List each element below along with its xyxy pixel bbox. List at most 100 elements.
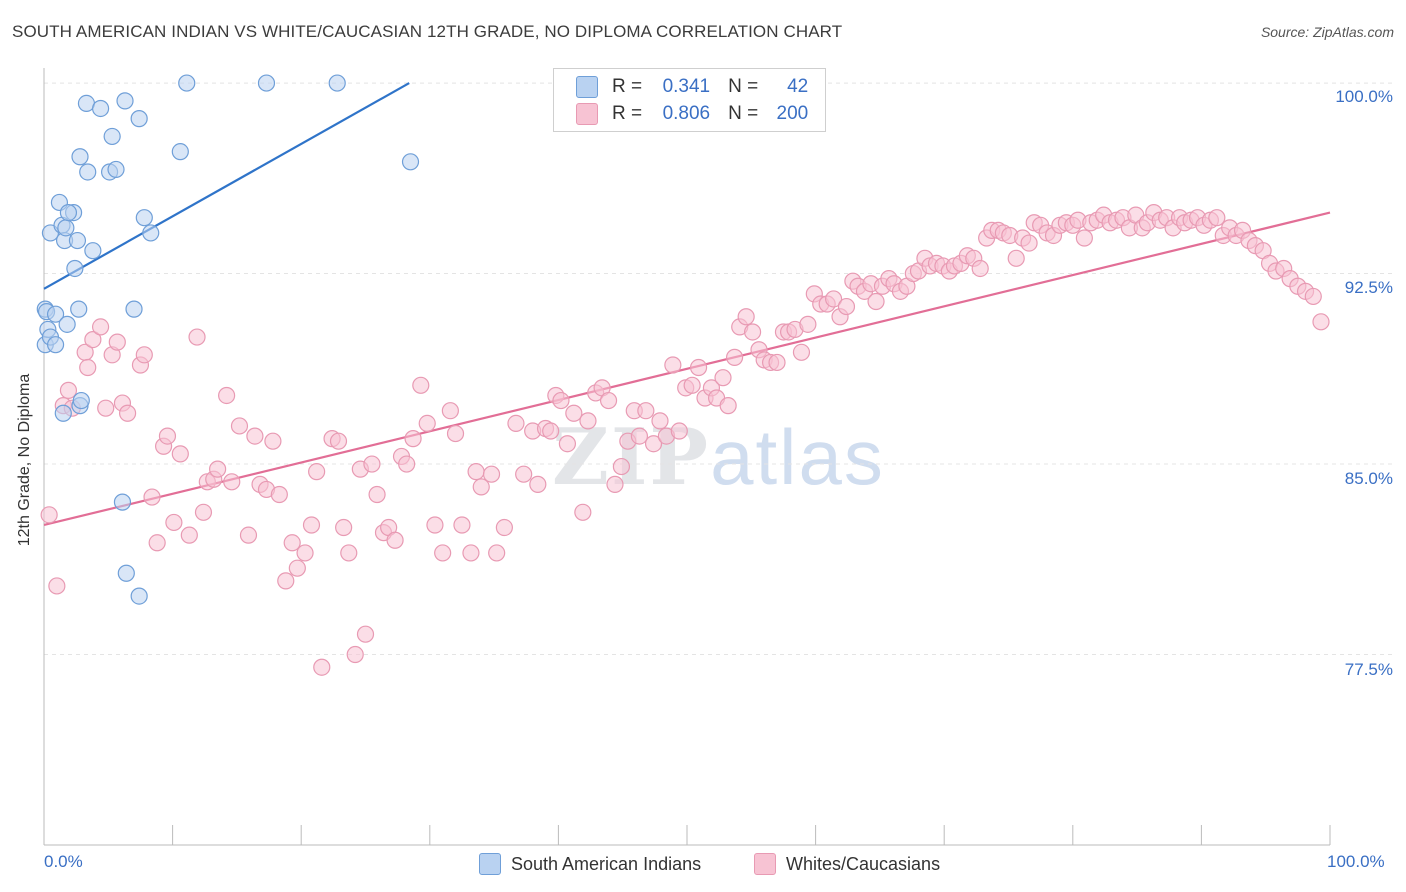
point-blue-24 — [91, 99, 110, 118]
point-pink-71 — [495, 518, 513, 537]
point-pink-29 — [223, 473, 241, 491]
point-pink-80 — [558, 435, 577, 453]
point-pink-9 — [97, 399, 115, 417]
point-pink-69 — [482, 465, 501, 483]
point-pink-67 — [467, 463, 485, 481]
point-pink-122 — [825, 290, 843, 308]
point-blue-17 — [70, 300, 88, 318]
point-pink-58 — [404, 430, 422, 448]
point-blue-30 — [117, 564, 135, 582]
point-blue-34 — [135, 209, 153, 227]
point-pink-154 — [1020, 234, 1038, 252]
point-pink-113 — [768, 353, 786, 372]
point-pink-11 — [108, 333, 126, 351]
point-blue-35 — [142, 224, 160, 242]
point-pink-77 — [542, 422, 560, 440]
point-pink-61 — [426, 516, 444, 534]
point-pink-0 — [40, 506, 58, 524]
point-pink-21 — [171, 445, 189, 463]
point-pink-46 — [335, 518, 353, 537]
point-pink-108 — [737, 308, 755, 326]
point-pink-152 — [1007, 249, 1025, 267]
point-blue-15 — [66, 259, 84, 278]
point-pink-39 — [288, 559, 306, 577]
point-blue-26 — [103, 127, 121, 146]
bottom-legend-swatch-blue — [479, 853, 501, 875]
point-pink-16 — [143, 488, 161, 506]
point-pink-70 — [488, 544, 506, 562]
point-pink-109 — [743, 323, 762, 341]
point-pink-7 — [84, 330, 102, 349]
bottom-legend-label-blue: South American Indians — [511, 853, 702, 874]
point-pink-63 — [441, 402, 459, 420]
point-pink-106 — [725, 348, 744, 366]
point-pink-99 — [683, 376, 701, 394]
point-blue-12 — [57, 219, 75, 237]
point-blue-16 — [68, 231, 87, 250]
point-pink-75 — [529, 475, 547, 493]
point-pink-68 — [472, 478, 490, 496]
point-pink-72 — [507, 414, 525, 433]
legend-row-pink: R = 0.806 N = 200 — [576, 102, 808, 126]
correlation-legend: R = 0.341 N = 42 R = 0.806 N = 200 — [553, 68, 826, 132]
point-blue-13 — [58, 315, 76, 333]
point-pink-57 — [398, 455, 416, 473]
point-pink-50 — [356, 625, 375, 643]
point-pink-37 — [277, 572, 295, 590]
point-blue-19 — [72, 391, 90, 410]
point-pink-94 — [651, 412, 669, 430]
point-pink-48 — [346, 645, 364, 664]
point-pink-32 — [246, 427, 264, 445]
point-blue-20 — [71, 148, 89, 166]
point-blue-29 — [113, 493, 132, 511]
point-blue-36 — [171, 143, 189, 161]
watermark-atlas: atlas — [710, 413, 885, 501]
source-credit: Source: ZipAtlas.com — [1260, 24, 1394, 40]
point-pink-20 — [165, 513, 183, 532]
legend-n-value-blue: 42 — [787, 76, 809, 97]
point-pink-79 — [552, 391, 570, 410]
point-pink-199 — [1312, 313, 1330, 331]
point-pink-15 — [135, 346, 153, 364]
point-pink-47 — [340, 544, 358, 562]
x-tick-label-100: 100.0% — [1327, 852, 1385, 871]
point-pink-59 — [412, 376, 430, 394]
point-pink-41 — [302, 516, 321, 534]
point-pink-65 — [453, 516, 471, 534]
point-pink-82 — [574, 503, 592, 521]
point-pink-36 — [270, 485, 288, 504]
point-pink-45 — [329, 432, 348, 450]
point-pink-124 — [837, 297, 856, 316]
point-pink-117 — [792, 343, 811, 361]
point-blue-37 — [178, 74, 196, 92]
point-pink-198 — [1304, 287, 1322, 306]
data-points — [36, 74, 1330, 676]
point-pink-28 — [218, 386, 236, 405]
point-pink-87 — [606, 475, 624, 493]
y-tick-label-100: 100.0% — [1335, 87, 1393, 106]
legend-r-label: R = — [612, 76, 643, 97]
bottom-legend-label-pink: Whites/Caucasians — [786, 853, 941, 874]
trend-line-blue — [43, 82, 410, 290]
point-pink-35 — [264, 432, 282, 450]
trend-line-pink — [43, 211, 1331, 527]
point-pink-96 — [664, 356, 682, 374]
point-pink-31 — [239, 526, 258, 544]
point-pink-17 — [148, 534, 166, 552]
point-pink-66 — [462, 544, 480, 562]
point-blue-7 — [46, 305, 65, 323]
y-tick-label-77-5: 77.5% — [1344, 660, 1393, 679]
point-blue-39 — [328, 74, 346, 92]
point-pink-92 — [637, 402, 655, 420]
legend-n-value-pink: 200 — [776, 103, 809, 124]
trend-lines — [43, 82, 1331, 527]
bottom-legend-swatch-pink — [754, 853, 776, 875]
legend-swatch-blue — [576, 76, 598, 98]
point-pink-51 — [363, 455, 381, 473]
point-pink-129 — [867, 292, 885, 311]
point-pink-30 — [230, 417, 249, 435]
legend-row-blue: R = 0.341 N = 42 — [576, 75, 808, 99]
point-pink-8 — [91, 318, 110, 336]
point-blue-31 — [130, 110, 148, 128]
